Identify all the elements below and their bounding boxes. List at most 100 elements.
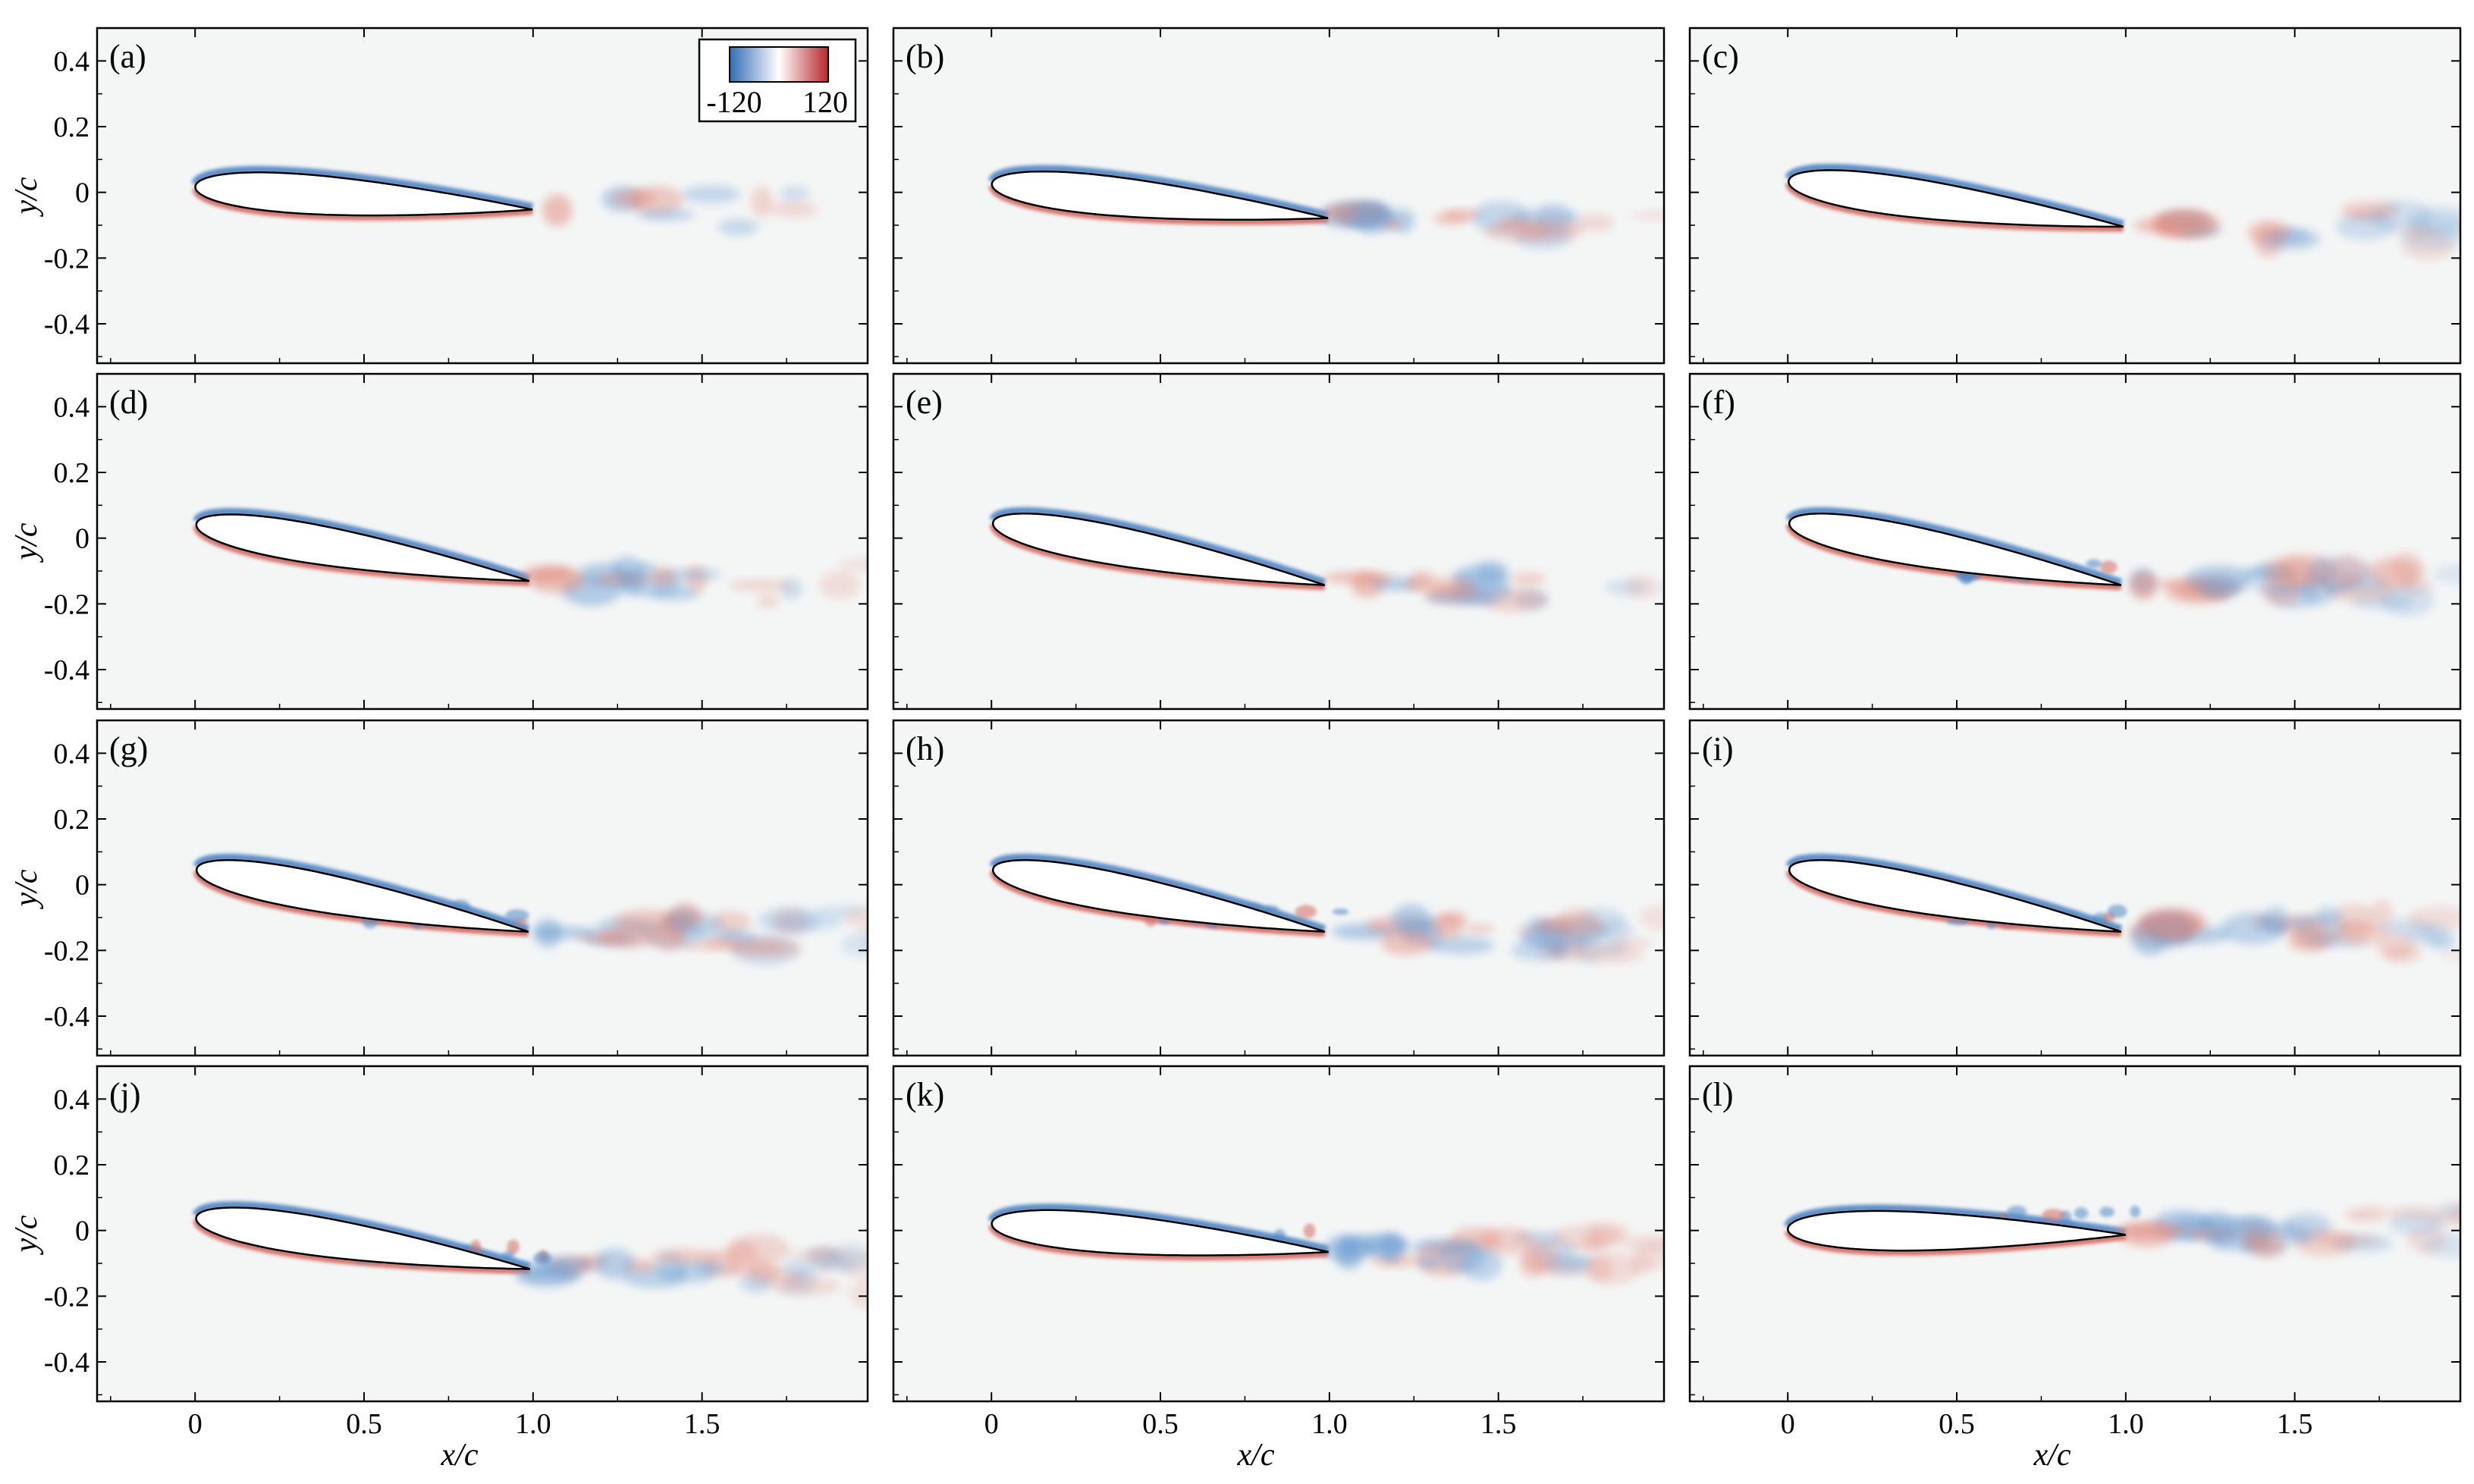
airfoil xyxy=(1788,859,2122,933)
wake-vortex xyxy=(2369,899,2394,927)
wake-vortex xyxy=(527,566,586,593)
wake-vortex xyxy=(1549,940,1571,958)
panel-label: (e) xyxy=(906,384,943,421)
wake-vortex xyxy=(739,1272,773,1293)
panel-label: (h) xyxy=(906,730,944,767)
vorticity-field xyxy=(193,507,868,608)
airfoil xyxy=(991,513,1326,586)
y-tick-label: -0.4 xyxy=(44,1347,89,1379)
airfoil xyxy=(1786,1209,2127,1252)
x-axis-label: x/c xyxy=(441,1438,479,1473)
x-tick-label: 1.5 xyxy=(684,1408,721,1440)
wake-vortex xyxy=(2241,1235,2275,1249)
x-tick-label: 1.5 xyxy=(1480,1408,1517,1440)
shear-layer-eddy xyxy=(507,1239,520,1255)
wake-vortex xyxy=(2388,1212,2444,1236)
lower-shear-layer xyxy=(193,871,529,937)
x-tick-label: 1.0 xyxy=(1311,1408,1348,1440)
wake-vortex xyxy=(2115,1225,2187,1237)
y-tick-label: 0.2 xyxy=(54,804,90,836)
wake-vortex xyxy=(1443,209,1482,220)
wake-vortex xyxy=(780,186,810,202)
y-tick-label: -0.4 xyxy=(44,654,89,686)
vorticity-field xyxy=(192,1201,868,1310)
airfoil xyxy=(991,859,1326,933)
wake-vortex xyxy=(682,185,741,203)
panel-label: (a) xyxy=(109,38,146,75)
upper-shear-layer xyxy=(193,853,530,933)
wake-vortex xyxy=(1437,911,1468,927)
y-tick-label: 0.2 xyxy=(54,111,90,143)
wake-vortex xyxy=(2154,209,2213,237)
wake-vortex xyxy=(1380,1232,1403,1263)
wake-vortex xyxy=(693,1262,727,1275)
upper-shear-layer xyxy=(987,1203,1330,1253)
wake-vortex xyxy=(634,563,657,573)
lower-shear-layer xyxy=(988,1225,1329,1261)
shear-layer-eddy xyxy=(2086,559,2102,569)
y-tick-label: -0.2 xyxy=(44,243,89,275)
upper-shear-layer xyxy=(988,165,1330,219)
wake-vortex xyxy=(2432,563,2460,585)
wake-vortex xyxy=(2315,906,2341,925)
lower-shear-layer xyxy=(990,524,1325,591)
airfoil xyxy=(195,513,530,582)
y-tick-label: 0 xyxy=(75,870,89,902)
wake-vortex xyxy=(2329,554,2366,585)
upper-shear-layer xyxy=(989,853,1326,933)
vorticity-field xyxy=(191,165,818,236)
wake-vortex xyxy=(1604,579,1648,595)
wake-vortex xyxy=(2399,226,2435,238)
y-tick-label: 0 xyxy=(75,1216,89,1247)
panel-label: (j) xyxy=(109,1076,141,1113)
plot-frame xyxy=(892,719,1666,1057)
lower-shear-layer xyxy=(193,526,529,586)
colorbar-max-label: 120 xyxy=(802,85,848,119)
panel-label: (c) xyxy=(1702,38,1739,75)
wake-vortex xyxy=(1352,201,1394,234)
x-tick-label: 0.5 xyxy=(346,1408,382,1440)
panel-label: (l) xyxy=(1702,1076,1734,1113)
panel: (b) xyxy=(892,27,1666,365)
wake-vortex xyxy=(814,1255,856,1270)
y-tick-label: -0.2 xyxy=(44,935,89,967)
y-tick-label: 0.4 xyxy=(54,45,90,77)
wake-vortex xyxy=(2274,1231,2314,1244)
shear-layer-eddy xyxy=(2074,1207,2089,1219)
wake-vortex xyxy=(651,1248,721,1265)
wake-vortex xyxy=(2246,220,2292,244)
wake-vortex xyxy=(2138,908,2207,938)
x-tick-label: 0 xyxy=(188,1408,203,1440)
wake-vortex xyxy=(542,194,573,227)
wake-vortex xyxy=(717,218,759,236)
wake-vortex xyxy=(2129,571,2158,600)
airfoil xyxy=(1788,513,2122,586)
shear-layer-eddy xyxy=(1273,1228,1286,1241)
wake-vortex xyxy=(1519,1250,1545,1278)
wake-vortex xyxy=(1518,218,1584,241)
shear-layer-eddy xyxy=(533,1252,552,1265)
panel: 0 0.5 1.0 1.5 (k) x/c xyxy=(892,1065,1666,1473)
plot-frame xyxy=(96,719,869,1057)
wake-vortex xyxy=(1576,214,1615,231)
wake-vortex xyxy=(1510,572,1546,585)
wake-vortex xyxy=(651,585,699,601)
x-tick-label: 0.5 xyxy=(1939,1408,1975,1440)
wake-vortex xyxy=(840,932,868,958)
colorbar: -120 120 xyxy=(698,38,857,123)
wake-vortex xyxy=(1659,580,1664,596)
wake-vortex xyxy=(636,209,695,221)
x-tick-label: 0 xyxy=(984,1408,999,1440)
upper-shear-layer xyxy=(193,507,531,582)
x-tick-label: 1.0 xyxy=(515,1408,551,1440)
shear-layer-eddy xyxy=(2099,1206,2115,1218)
wake-vortex xyxy=(769,201,818,218)
panel-label: (i) xyxy=(1702,730,1734,767)
y-tick-label: 0 xyxy=(75,177,89,209)
wake-vortex xyxy=(1577,943,1645,964)
wake-vortex xyxy=(843,906,868,930)
plot-frame xyxy=(96,1065,869,1403)
wake-vortex xyxy=(2436,1201,2460,1219)
plot-frame xyxy=(96,27,869,365)
